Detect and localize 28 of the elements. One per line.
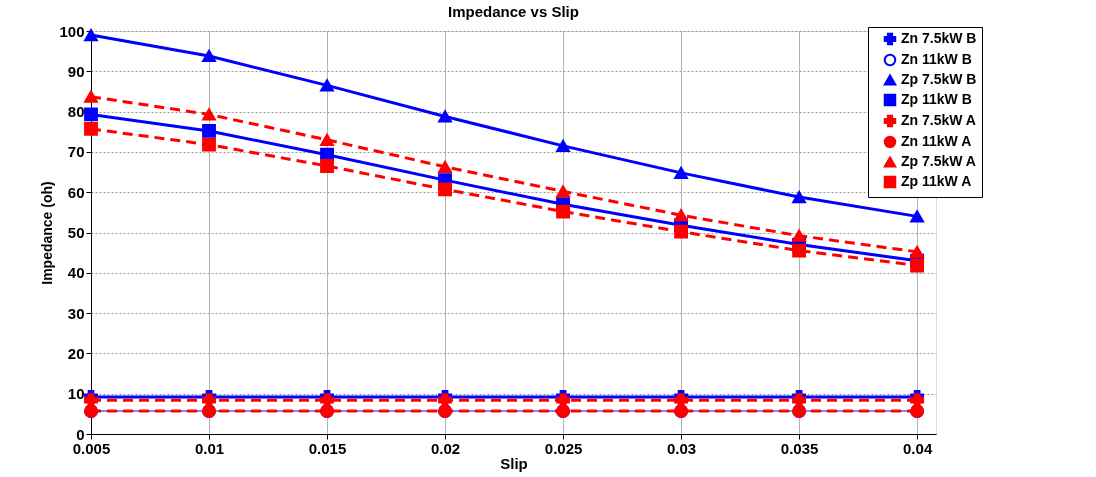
legend-label: Zp 7.5kW B bbox=[901, 71, 977, 87]
y-tick-label: 50 bbox=[67, 224, 85, 241]
y-tick-label: 30 bbox=[67, 304, 85, 322]
y-tick-label: 10 bbox=[67, 385, 85, 403]
x-axis-title: Slip bbox=[500, 454, 528, 472]
legend-label: Zp 11kW B bbox=[901, 91, 972, 107]
x-tick-label: 0.01 bbox=[194, 439, 225, 457]
legend-label: Zn 11kW B bbox=[901, 51, 972, 67]
chart-title: Impedance vs Slip bbox=[448, 3, 579, 20]
y-tick-label: 100 bbox=[59, 22, 85, 40]
x-tick-label: 0.02 bbox=[430, 439, 461, 457]
x-tick-label: 0.03 bbox=[666, 439, 697, 457]
legend-label: Zp 7.5kW A bbox=[901, 153, 976, 169]
x-tick-label: 0.035 bbox=[780, 439, 819, 457]
x-tick-label: 0.015 bbox=[308, 439, 347, 457]
legend-label: Zp 11kW A bbox=[901, 173, 972, 189]
x-tick-label: 0.025 bbox=[544, 439, 583, 457]
y-tick-label: 90 bbox=[67, 62, 85, 80]
y-tick-label: 70 bbox=[67, 143, 85, 161]
x-tick-label: 0.04 bbox=[903, 439, 933, 457]
legend-label: Zn 11kW A bbox=[901, 133, 972, 149]
y-tick-label: 60 bbox=[67, 183, 85, 201]
y-tick-label: 80 bbox=[67, 103, 85, 121]
legend-label: Zn 7.5kW B bbox=[901, 30, 977, 46]
y-tick-label: 20 bbox=[67, 344, 85, 362]
legend-label: Zn 7.5kW A bbox=[901, 112, 976, 128]
y-tick-label: 40 bbox=[67, 264, 85, 282]
y-axis-title: Impedance (oh) bbox=[39, 181, 56, 285]
